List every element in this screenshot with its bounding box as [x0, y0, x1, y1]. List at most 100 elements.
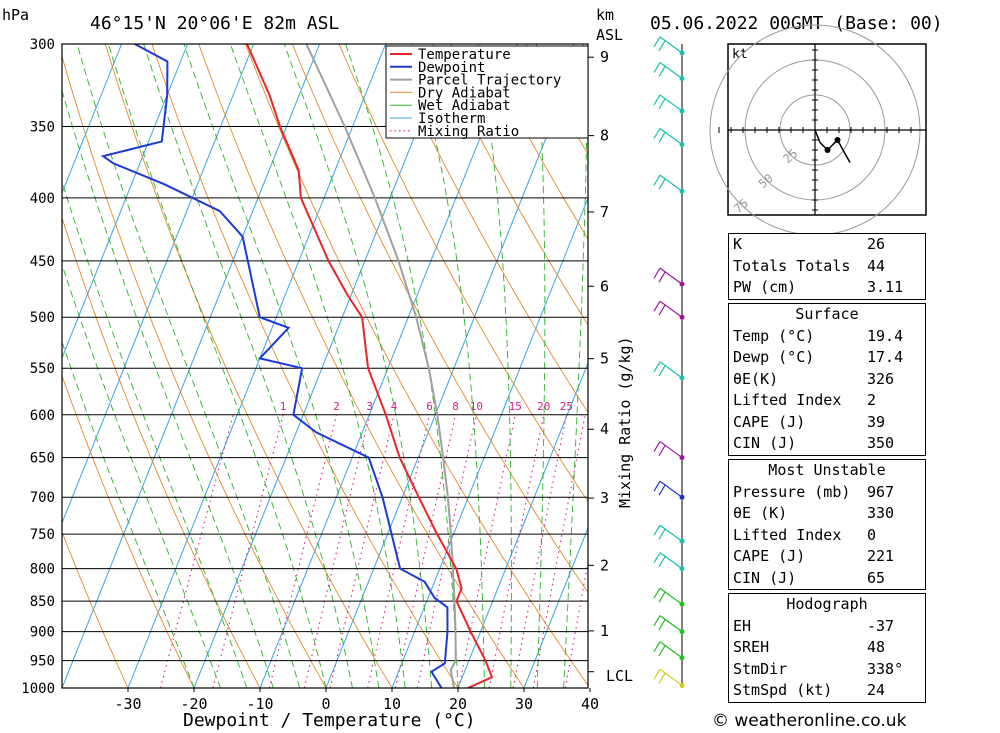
wet-adiabat-line	[107, 44, 327, 688]
isotherm-lines	[62, 44, 588, 688]
parcel-trajectory-line	[305, 44, 457, 688]
wind-level-dot	[679, 50, 685, 56]
isotherm-line	[62, 44, 321, 688]
most-unstable-table: Most Unstable Pressure (mb) 967 θE (K) 330…	[728, 459, 926, 590]
index-row: StmDir 338°	[733, 659, 904, 678]
wind-barb-feather	[658, 484, 666, 496]
surface-table: Surface Temp (°C) 19.4 Dewp (°C) 17.4 θE(K…	[728, 303, 926, 456]
wind-barbs	[653, 36, 685, 688]
index-row: Temp (°C) 19.4	[733, 326, 904, 345]
index-row: CAPE (J) 39	[733, 412, 886, 431]
km-tick-label: 4	[600, 420, 609, 438]
wind-level-dot	[679, 375, 685, 381]
km-tick-label: 1	[600, 622, 609, 640]
mixing-ratio-label: 1	[280, 400, 287, 413]
legend-item: Parcel Trajectory	[418, 73, 561, 89]
lcl-label: LCL	[606, 667, 633, 685]
pressure-tick-label: 550	[30, 361, 55, 377]
index-row: Totals Totals 44	[733, 256, 886, 275]
wind-barb-feather	[653, 552, 661, 563]
wind-barb	[659, 552, 683, 570]
wet-adiabat-line	[411, 44, 485, 688]
temperature-tick-label: -30	[114, 695, 141, 713]
pressure-tick-label: 450	[30, 254, 55, 270]
location-title: 46°15'N 20°06'E 82m ASL	[90, 13, 339, 34]
wind-barb-feather	[653, 641, 661, 653]
copyright-label[interactable]: © weatheronline.co.uk	[712, 711, 907, 731]
wind-barb-feather	[653, 267, 661, 279]
mixing-ratio-label: 3	[366, 400, 373, 413]
pressure-tick-label: 300	[30, 37, 55, 53]
wind-barb	[659, 524, 683, 542]
km-tick-label: 5	[600, 350, 609, 368]
pressure-tick-label: 900	[30, 625, 55, 641]
temperature-tick-label: 30	[515, 695, 533, 713]
wind-barb-feather	[658, 556, 666, 567]
index-row: θE (K) 330	[733, 504, 895, 522]
temperature-tick-label: 10	[383, 695, 401, 713]
wet-adiabat-line	[345, 44, 459, 688]
profile-series	[100, 44, 494, 688]
wind-barb	[659, 94, 683, 112]
wind-barb-feather	[653, 669, 661, 680]
wind-level-dot	[679, 682, 685, 688]
wind-barb	[659, 441, 683, 459]
legend-item: Temperature	[418, 47, 511, 63]
legend-item: Mixing Ratio	[418, 124, 519, 140]
km-tick-label: 3	[600, 489, 609, 507]
index-row: CIN (J) 350	[733, 434, 895, 452]
km-asl-label: ASL	[596, 26, 623, 44]
wind-level-dot	[679, 314, 685, 320]
x-axis-title: Dewpoint / Temperature (°C)	[183, 710, 476, 731]
wind-barb-feather	[658, 619, 666, 630]
wind-level-dot	[679, 141, 685, 147]
dry-adiabat-line	[62, 530, 129, 688]
dry-adiabat-line	[947, 44, 1000, 688]
wind-barb-feather	[653, 361, 661, 373]
wind-barb-feather	[653, 615, 661, 626]
wind-barb-feather	[658, 591, 666, 603]
legend-item: Dry Adiabat	[418, 85, 511, 101]
pressure-tick-label: 600	[30, 408, 55, 424]
temperature-tick-label: 20	[449, 695, 467, 713]
mixing-ratio-line	[564, 558, 588, 688]
wind-barb-feather	[658, 132, 666, 143]
wind-level-dot	[679, 455, 685, 461]
pressure-tick-label: 500	[30, 310, 55, 326]
index-row: Dewp (°C) 17.4	[733, 348, 904, 366]
wet-adiabat-lines	[62, 44, 588, 688]
index-row: K 26	[733, 235, 886, 253]
plot-frame	[61, 43, 589, 689]
wind-barb-feather	[658, 271, 666, 283]
wind-level-dot	[679, 655, 685, 661]
mixing-ratio-line	[329, 414, 395, 688]
dry-adiabat-line	[994, 44, 1000, 688]
wind-barb-feather	[653, 174, 661, 186]
wind-barb-feather	[653, 587, 661, 599]
index-row: Lifted Index 0	[733, 525, 877, 544]
index-row: Lifted Index 2	[733, 391, 877, 409]
wind-level-dot	[679, 601, 685, 607]
wind-barb-feather	[658, 66, 666, 77]
wind-level-dot	[679, 629, 685, 635]
index-row: EH -37	[733, 616, 895, 635]
legend-item: Isotherm	[418, 111, 485, 127]
wind-barb-feather	[658, 178, 666, 190]
index-row: PW (cm) 3.11	[733, 278, 904, 296]
wet-adiabat-line	[283, 44, 433, 688]
wet-adiabat-line	[143, 44, 353, 688]
dry-adiabat-line	[151, 44, 459, 688]
indices-table-top: K 26 Totals Totals 44 PW (cm) 3.11	[728, 233, 926, 300]
mixing-ratio-label: 4	[391, 400, 398, 413]
wind-barb-feather	[658, 528, 666, 540]
wind-barb-feather	[658, 673, 666, 684]
pressure-unit-label: hPa	[2, 6, 29, 24]
wind-barb-feather	[653, 480, 661, 492]
mixing-ratio-label: 20	[537, 400, 550, 413]
mixing-ratio-line	[212, 414, 284, 688]
wind-barb	[659, 300, 683, 318]
wind-barb-feather	[653, 300, 661, 312]
